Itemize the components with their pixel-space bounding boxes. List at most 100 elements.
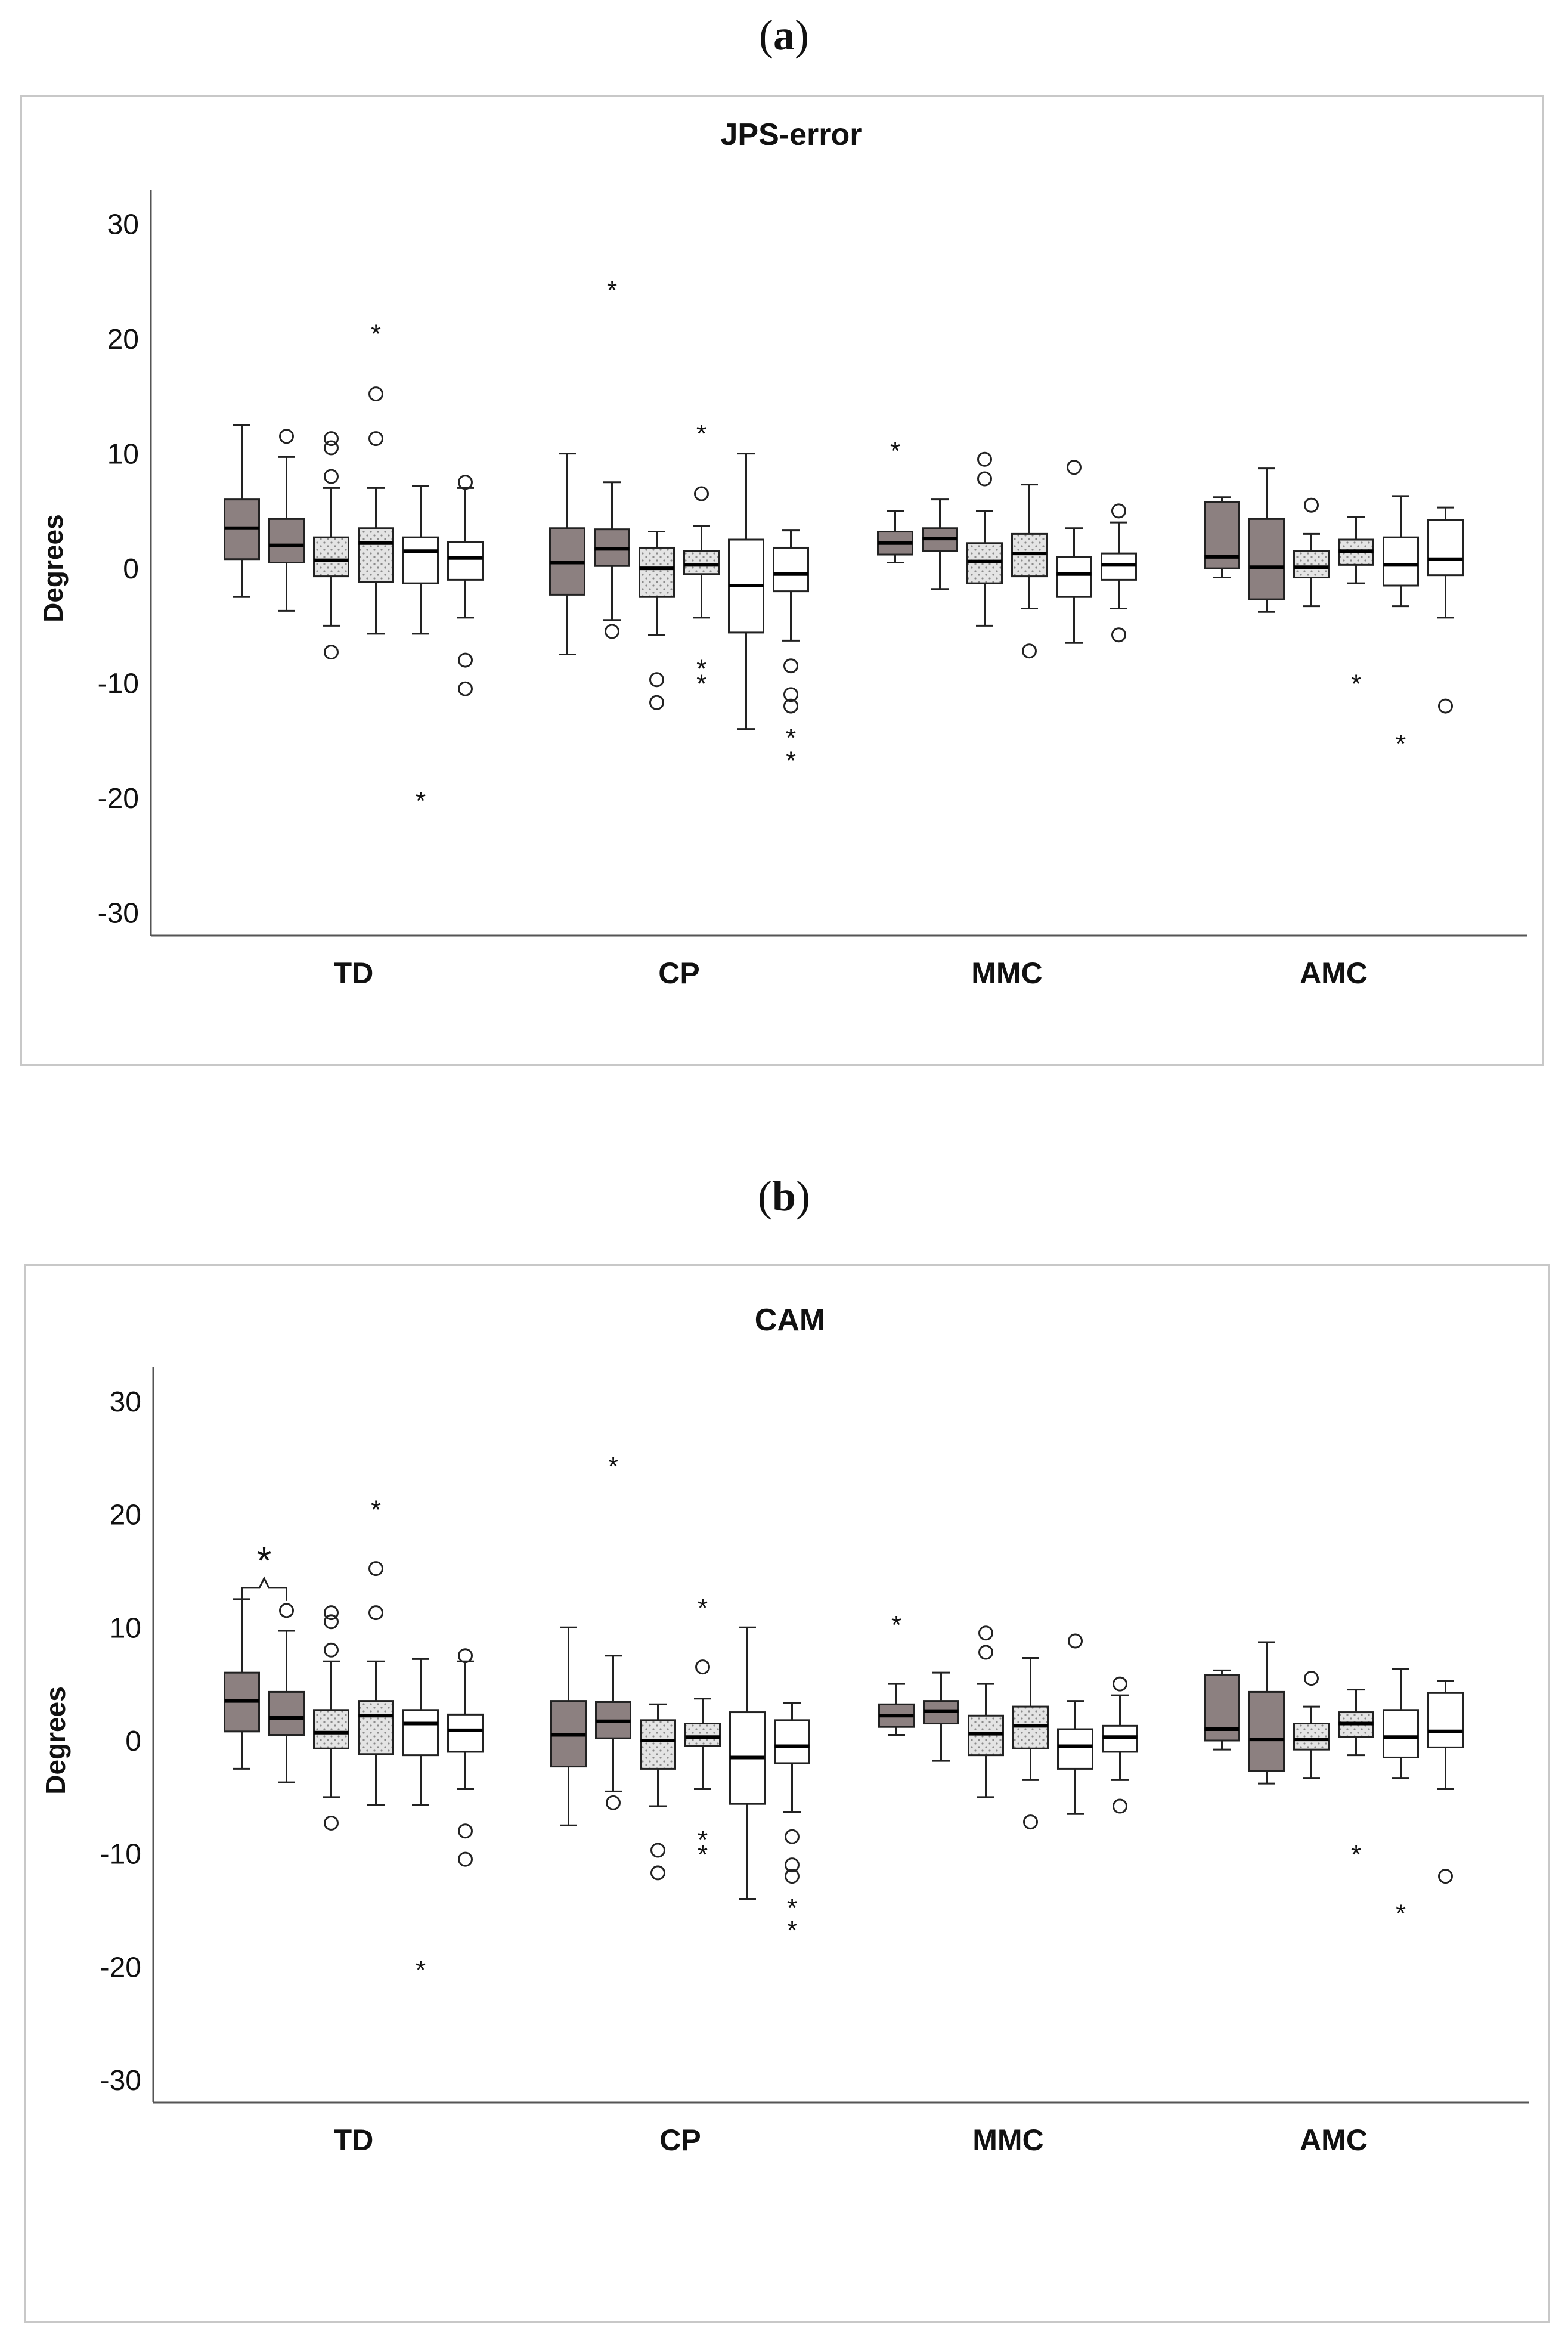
extreme-point: * xyxy=(608,1452,618,1481)
box-iqr xyxy=(1057,1728,1093,1770)
x-tick-label: AMC xyxy=(1300,956,1368,990)
extreme-point: * xyxy=(787,1916,797,1945)
significance-bracket xyxy=(241,1576,287,1601)
y-tick-label: -30 xyxy=(98,898,139,930)
outlier-point xyxy=(324,1614,339,1630)
box-iqr xyxy=(1248,518,1285,600)
outlier-point xyxy=(279,1603,294,1618)
y-tick-label: 10 xyxy=(107,439,139,470)
outlier-point xyxy=(1113,1676,1127,1692)
outlier-point xyxy=(279,429,294,444)
extreme-point: * xyxy=(786,723,796,753)
outlier-point xyxy=(785,1869,800,1884)
x-tick-label: CP xyxy=(658,956,699,990)
outlier-point xyxy=(649,695,664,710)
x-tick-label: CP xyxy=(659,2123,701,2157)
box-iqr xyxy=(774,1719,810,1764)
outlier-point xyxy=(1068,1633,1083,1649)
panel-label-open: ( xyxy=(757,1172,772,1220)
box-iqr xyxy=(640,1719,676,1770)
outlier-point xyxy=(978,1625,993,1641)
outlier-point xyxy=(458,1823,473,1839)
y-axis-label: Degrees xyxy=(40,1686,71,1795)
outlier-point xyxy=(650,1843,665,1858)
outlier-point xyxy=(1023,1814,1038,1830)
extreme-point: * xyxy=(1351,1840,1361,1869)
outlier-point xyxy=(1022,643,1037,659)
significance-label: * xyxy=(257,1539,272,1582)
panel-label-b: (b) xyxy=(0,1172,1568,1221)
outlier-point xyxy=(458,681,473,696)
outlier-point xyxy=(324,431,339,447)
box-iqr xyxy=(1056,556,1092,598)
box-iqr xyxy=(313,1709,349,1749)
extreme-point: * xyxy=(786,747,796,776)
extreme-point: * xyxy=(696,655,706,684)
box-iqr xyxy=(773,546,809,593)
box-iqr xyxy=(358,527,394,583)
panel-label-close: ) xyxy=(795,11,809,59)
y-tick-label: -20 xyxy=(100,1952,141,1983)
outlier-point xyxy=(324,440,339,456)
box-iqr xyxy=(683,550,720,575)
box-iqr xyxy=(268,1690,305,1736)
box-iqr xyxy=(1383,1709,1419,1758)
extreme-point: * xyxy=(696,670,706,699)
extreme-point: * xyxy=(698,1593,708,1622)
chart-title: CAM xyxy=(755,1303,825,1337)
box-iqr xyxy=(402,536,439,584)
outlier-point xyxy=(785,1857,800,1873)
y-tick-label: -30 xyxy=(100,2065,141,2097)
outlier-point xyxy=(1111,627,1126,643)
chart-title: JPS-error xyxy=(721,117,862,152)
y-tick-label: -10 xyxy=(98,668,139,700)
y-tick-label: 0 xyxy=(123,553,139,585)
x-tick-label: AMC xyxy=(1300,2123,1368,2157)
x-tick-label: TD xyxy=(334,2123,374,2157)
box-iqr xyxy=(1248,1690,1285,1772)
outlier-point xyxy=(324,1642,339,1658)
outlier-point xyxy=(783,698,798,714)
outlier-point xyxy=(783,658,798,674)
box-iqr xyxy=(639,546,675,598)
extreme-point: * xyxy=(607,276,617,305)
x-tick-label: MMC xyxy=(971,956,1042,990)
outlier-point xyxy=(785,1829,800,1844)
extreme-point: * xyxy=(891,1611,901,1640)
outlier-point xyxy=(324,1815,339,1831)
box-iqr xyxy=(358,1700,394,1755)
outlier-point xyxy=(977,451,992,467)
extreme-point: * xyxy=(696,419,706,448)
box-iqr xyxy=(402,1709,439,1757)
box-iqr xyxy=(268,518,305,564)
y-tick-label: 0 xyxy=(125,1726,141,1757)
y-tick-label: -10 xyxy=(100,1839,141,1871)
x-tick-label: TD xyxy=(334,956,374,990)
extreme-point: * xyxy=(1396,729,1406,758)
panel-label-letter: b xyxy=(771,1172,797,1220)
box-iqr xyxy=(1427,519,1464,577)
outlier-point xyxy=(605,624,619,639)
boxplot-chart-cam: CAM3020100-10-20-30DegreesTD**CP******MM… xyxy=(40,1303,1529,2157)
x-tick-label: MMC xyxy=(972,2123,1043,2157)
extreme-point: * xyxy=(890,436,900,466)
box-iqr xyxy=(447,541,484,581)
outlier-point xyxy=(458,475,473,490)
outlier-point xyxy=(1304,497,1319,513)
boxplot-chart-jps-error: JPS-error3020100-10-20-30DegreesTD**CP**… xyxy=(38,117,1527,990)
outlier-point xyxy=(324,645,339,660)
outlier-point xyxy=(368,1605,383,1621)
box-iqr xyxy=(1427,1692,1464,1748)
box-iqr xyxy=(1293,1723,1330,1751)
y-axis-label: Degrees xyxy=(38,514,69,623)
extreme-point: * xyxy=(698,1840,708,1869)
outlier-point xyxy=(368,431,383,447)
box-iqr xyxy=(447,1713,484,1753)
y-tick-label: 20 xyxy=(110,1500,141,1531)
panel-label-open: ( xyxy=(759,11,773,59)
y-tick-label: 30 xyxy=(107,209,139,241)
outlier-point xyxy=(695,1659,710,1675)
extreme-point: * xyxy=(416,1955,426,1984)
outlier-point xyxy=(694,486,709,501)
outlier-point xyxy=(977,471,992,487)
